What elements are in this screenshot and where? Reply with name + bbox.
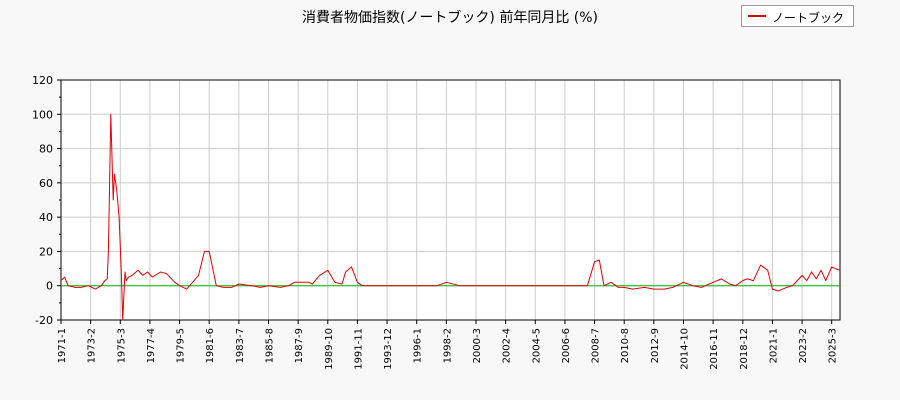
x-tick-label: 2016-11	[709, 328, 720, 370]
y-tick-label: 120	[32, 74, 53, 87]
chart-title: 消費者物価指数(ノートブック) 前年同月比 (%)	[301, 10, 599, 26]
x-tick-label: 1981-6	[205, 328, 216, 363]
x-tick-label: 1991-11	[353, 328, 364, 370]
y-tick-label: 40	[39, 211, 53, 224]
x-tick-label: 1987-9	[294, 328, 305, 363]
x-tick-label: 1973-2	[87, 328, 98, 363]
x-tick-label: 2012-9	[650, 328, 661, 363]
series-layer	[60, 113, 841, 321]
x-tick-label: 1993-12	[383, 328, 394, 370]
x-tick-label: 2008-7	[591, 328, 602, 363]
x-tick-label: 2002-4	[502, 328, 513, 363]
series-line-0	[60, 113, 841, 321]
x-tick-label: 2004-5	[531, 328, 542, 363]
x-tick-label: 1971-1	[57, 328, 68, 363]
x-tick-label: 1977-4	[146, 328, 157, 363]
x-tick-label: 2021-1	[768, 328, 779, 363]
x-tick-label: 1989-10	[324, 328, 335, 370]
x-tick-label: 1979-5	[176, 328, 187, 363]
x-tick-label: 2006-6	[561, 328, 572, 363]
y-tick-label: -20	[35, 314, 53, 327]
legend-label: ノートブック	[772, 11, 845, 25]
legend: ノートブック	[741, 5, 854, 27]
y-tick-label: 0	[46, 280, 53, 293]
x-tick-label: 1975-3	[116, 328, 127, 363]
y-tick-label: 80	[39, 143, 53, 156]
x-tick-label: 2018-12	[739, 328, 750, 370]
legend-swatch	[748, 15, 766, 17]
x-tick-label: 1983-7	[235, 328, 246, 363]
x-axis-ticks: 1971-1 1973-2 1975-3 1977-4 1979-5 1981-6 1983…	[57, 320, 839, 370]
plot-area	[61, 80, 840, 320]
y-axis-ticks: -20 0 20 40 60 80 100 120	[32, 74, 61, 327]
x-tick-label: 2014-10	[679, 328, 690, 370]
x-tick-label: 2023-2	[798, 328, 809, 363]
x-tick-label: 2010-8	[620, 328, 631, 363]
x-tick-label: 2025-3	[828, 328, 839, 363]
x-tick-label: 2000-3	[472, 328, 483, 363]
x-tick-label: 1985-8	[264, 328, 275, 363]
x-tick-label: 1996-1	[413, 328, 424, 363]
y-tick-label: 20	[39, 245, 53, 258]
y-tick-label: 60	[39, 177, 53, 190]
x-tick-label: 1998-2	[442, 328, 453, 363]
y-tick-label: 100	[32, 108, 53, 121]
